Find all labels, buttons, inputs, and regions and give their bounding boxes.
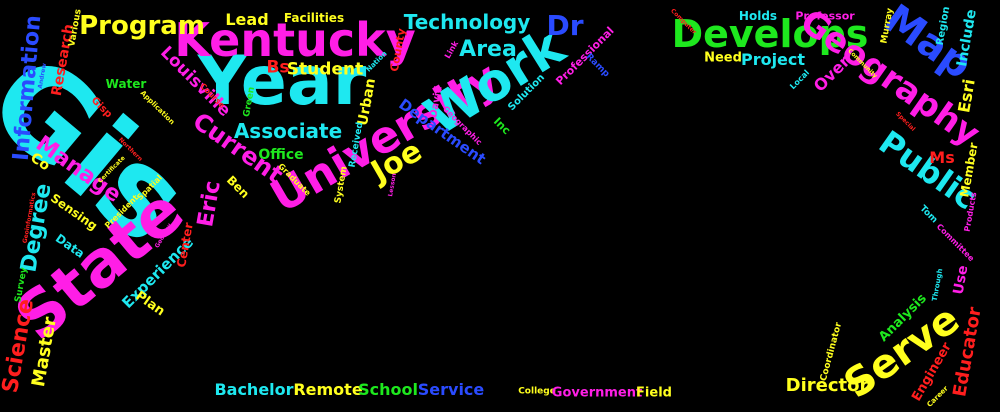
cloud-word-director: Director xyxy=(785,375,869,396)
cloud-word-plan: Plan xyxy=(132,288,168,320)
cloud-word-use: Use xyxy=(950,264,972,296)
cloud-word-dr: Dr xyxy=(546,9,584,42)
cloud-word-college: College xyxy=(518,386,556,397)
cloud-word-office: Office xyxy=(258,147,304,163)
cloud-word-year: Year xyxy=(197,42,367,121)
cloud-word-project: Project xyxy=(740,50,806,69)
cloud-word-lead: Lead xyxy=(225,10,269,29)
cloud-word-esri: Esri xyxy=(954,77,979,115)
cloud-word-lesson: Lesson xyxy=(387,172,398,198)
cloud-word-associate: Associate xyxy=(233,119,343,143)
cloud-word-develops: Develops xyxy=(671,12,869,56)
cloud-word-over: Over xyxy=(809,51,854,96)
cloud-word-need: Need xyxy=(704,50,742,66)
cloud-word-professor: Professor xyxy=(795,9,855,23)
cloud-word-ms: Ms xyxy=(929,148,955,167)
cloud-word-area: Area xyxy=(459,37,517,62)
cloud-word-ramp: Ramp xyxy=(583,51,612,80)
cloud-word-service: Service xyxy=(417,380,485,399)
cloud-word-include: Include xyxy=(954,8,980,68)
cloud-word-eric: Eric xyxy=(193,178,226,229)
cloud-word-local: Local xyxy=(788,68,812,92)
cloud-word-remote: Remote xyxy=(293,380,363,399)
cloud-word-government: Government xyxy=(551,385,643,401)
cloud-word-water: Water xyxy=(105,77,147,91)
cloud-word-inc: Inc xyxy=(490,114,514,138)
cloud-word-program: Program xyxy=(79,11,205,41)
cloud-word-bs: Bs xyxy=(266,57,290,78)
cloud-word-bachelor: Bachelor xyxy=(214,380,294,399)
cloud-word-field: Field xyxy=(636,385,672,401)
cloud-word-technology: Technology xyxy=(403,10,531,34)
cloud-word-ben: Ben xyxy=(223,172,253,202)
cloud-word-tom: Tom xyxy=(917,203,940,226)
cloud-word-kentucky: Kentucky xyxy=(174,13,416,67)
cloud-word-student: Student xyxy=(286,59,364,80)
cloud-word-school: School xyxy=(358,380,418,399)
cloud-word-link: Link xyxy=(442,39,461,61)
cloud-word-facilities: Facilities xyxy=(283,11,345,25)
cloud-word-holds: Holds xyxy=(738,9,778,23)
